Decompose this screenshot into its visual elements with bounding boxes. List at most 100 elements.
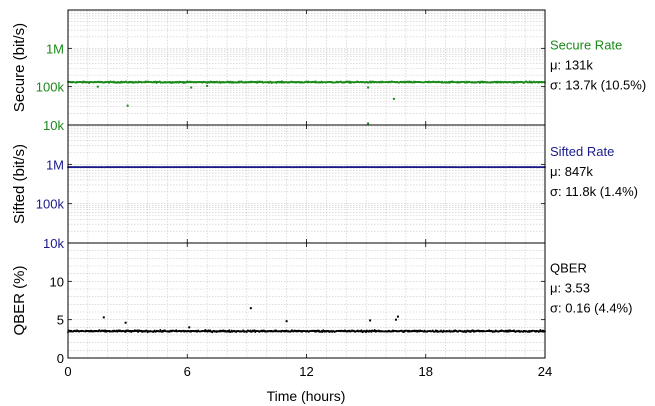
data-point (134, 329, 136, 332)
data-point (182, 329, 185, 332)
data-point (206, 329, 208, 332)
data-point (368, 330, 370, 333)
data-point (464, 329, 466, 332)
data-point (507, 330, 509, 333)
legend-sigma: σ: 13.7k (10.5%) (550, 78, 646, 93)
data-point (268, 81, 271, 84)
data-point (330, 330, 333, 332)
data-point (285, 329, 288, 332)
data-point (360, 330, 362, 333)
data-point (118, 329, 120, 332)
data-point (442, 330, 444, 333)
data-point (364, 330, 366, 332)
series-sifted (67, 166, 546, 169)
data-point (542, 330, 544, 333)
data-point (144, 330, 146, 333)
data-point-outlier (96, 85, 99, 88)
data-point (207, 330, 209, 332)
data-point (369, 80, 371, 83)
data-point (327, 329, 329, 332)
data-point (320, 331, 322, 333)
legend-sigma: σ: 11.8k (1.4%) (550, 184, 638, 199)
y-tick-label: 10 (50, 274, 64, 289)
data-point (469, 331, 472, 333)
legend-mean: μ: 847k (550, 164, 593, 179)
data-point (141, 330, 144, 332)
y-axis-label: Sifted (bit/s) (11, 144, 28, 224)
data-point (68, 330, 71, 332)
data-point (508, 330, 510, 333)
data-point (224, 329, 226, 332)
data-point (323, 330, 326, 332)
data-point (494, 330, 496, 333)
data-point (434, 330, 436, 333)
data-point (228, 329, 231, 332)
data-point (261, 80, 263, 83)
data-point (451, 80, 453, 83)
data-point (251, 330, 253, 333)
data-point (213, 81, 215, 84)
x-tick-label: 12 (299, 364, 313, 379)
data-point (343, 330, 346, 333)
data-point (308, 331, 310, 333)
data-point (254, 331, 257, 333)
data-point (427, 81, 430, 84)
data-point (473, 331, 475, 333)
data-point (230, 331, 232, 333)
legend-series-name: Sifted Rate (550, 144, 614, 159)
data-point (448, 81, 450, 84)
data-point-outlier (102, 316, 105, 319)
data-point (314, 80, 317, 83)
data-point (158, 330, 161, 333)
data-point (298, 80, 301, 83)
data-point (349, 80, 352, 83)
data-point (408, 329, 410, 332)
legend-secure: Secure Rate μ: 131k σ: 13.7k (10.5%) (550, 38, 646, 93)
data-point (487, 330, 490, 332)
data-point (260, 329, 263, 332)
data-point (314, 81, 317, 84)
y-tick-label: 10k (43, 236, 64, 251)
data-point (197, 329, 199, 332)
data-point (413, 329, 416, 332)
data-point (325, 330, 328, 333)
data-point (171, 82, 173, 84)
data-point (348, 82, 351, 84)
data-point (119, 81, 121, 84)
data-point (249, 330, 251, 333)
data-point (204, 329, 207, 331)
data-point (413, 80, 415, 83)
data-point (404, 81, 407, 84)
data-point (541, 329, 544, 332)
data-point (200, 81, 203, 83)
data-point-outlier (249, 307, 252, 310)
data-point (283, 330, 286, 332)
data-point (402, 330, 405, 333)
data-point (238, 81, 240, 84)
data-point (228, 81, 231, 84)
data-point (472, 329, 475, 332)
data-point (222, 329, 225, 332)
data-point (507, 329, 510, 332)
legend-qber: QBER μ: 3.53 σ: 0.16 (4.4%) (550, 261, 632, 316)
data-point (196, 330, 199, 333)
data-point (406, 330, 409, 333)
data-point-outlier (206, 84, 209, 87)
data-point (238, 80, 241, 83)
data-point (512, 81, 515, 83)
data-point (120, 80, 123, 83)
data-point (537, 81, 540, 84)
data-point (120, 81, 122, 84)
data-point (111, 330, 114, 333)
data-point (280, 331, 283, 333)
data-point (440, 81, 443, 84)
x-tick-label: 18 (419, 364, 433, 379)
data-point (103, 330, 106, 333)
data-point (280, 81, 283, 84)
panel-qber: 0 5 10 QBER (%) QBER μ: 3.53 σ: 0.16 (4.4%) (11, 242, 632, 366)
data-point (374, 330, 377, 333)
data-point (133, 330, 136, 332)
y-tick-label: 5 (57, 313, 64, 328)
data-point (137, 330, 140, 333)
data-point (275, 81, 277, 83)
